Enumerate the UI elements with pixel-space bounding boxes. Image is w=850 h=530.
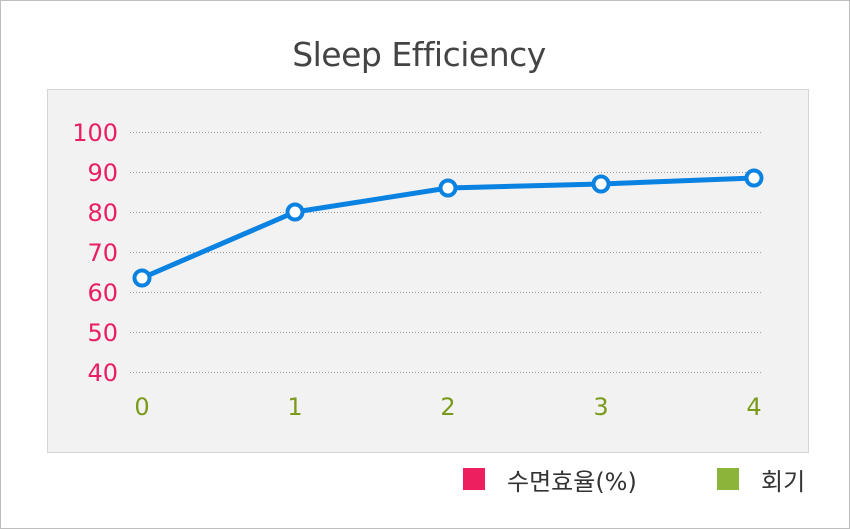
plot-area xyxy=(47,89,809,453)
data-point xyxy=(591,174,611,194)
x-tick-labels: 0 1 2 3 4 xyxy=(134,393,761,421)
legend-item-session: 회기 xyxy=(717,463,806,496)
x-tick-label: 3 xyxy=(593,393,608,421)
data-point xyxy=(132,268,152,288)
data-point xyxy=(744,168,764,188)
y-tick-label: 100 xyxy=(72,119,118,147)
legend-swatch xyxy=(463,468,485,490)
y-tick-label: 50 xyxy=(87,319,118,347)
x-tick-label: 1 xyxy=(287,393,302,421)
data-point xyxy=(438,178,458,198)
y-tick-label: 80 xyxy=(87,199,118,227)
legend-label: 회기 xyxy=(761,467,806,496)
grid-lines xyxy=(130,132,763,373)
x-tick-label: 4 xyxy=(746,393,761,421)
y-tick-label: 60 xyxy=(87,279,118,307)
y-tick-labels: 100 90 80 70 60 50 40 xyxy=(72,119,118,387)
legend-item-sleep-efficiency: 수면효율(%) xyxy=(463,463,637,496)
x-tick-label: 0 xyxy=(134,393,149,421)
y-tick-label: 70 xyxy=(87,239,118,267)
legend-swatch xyxy=(717,468,739,490)
legend-label: 수면효율(%) xyxy=(507,467,637,496)
x-tick-label: 2 xyxy=(440,393,455,421)
series-group xyxy=(132,168,764,288)
chart-title: Sleep Efficiency xyxy=(292,35,546,74)
data-point xyxy=(285,202,305,222)
y-tick-label: 90 xyxy=(87,159,118,187)
y-tick-label: 40 xyxy=(87,359,118,387)
